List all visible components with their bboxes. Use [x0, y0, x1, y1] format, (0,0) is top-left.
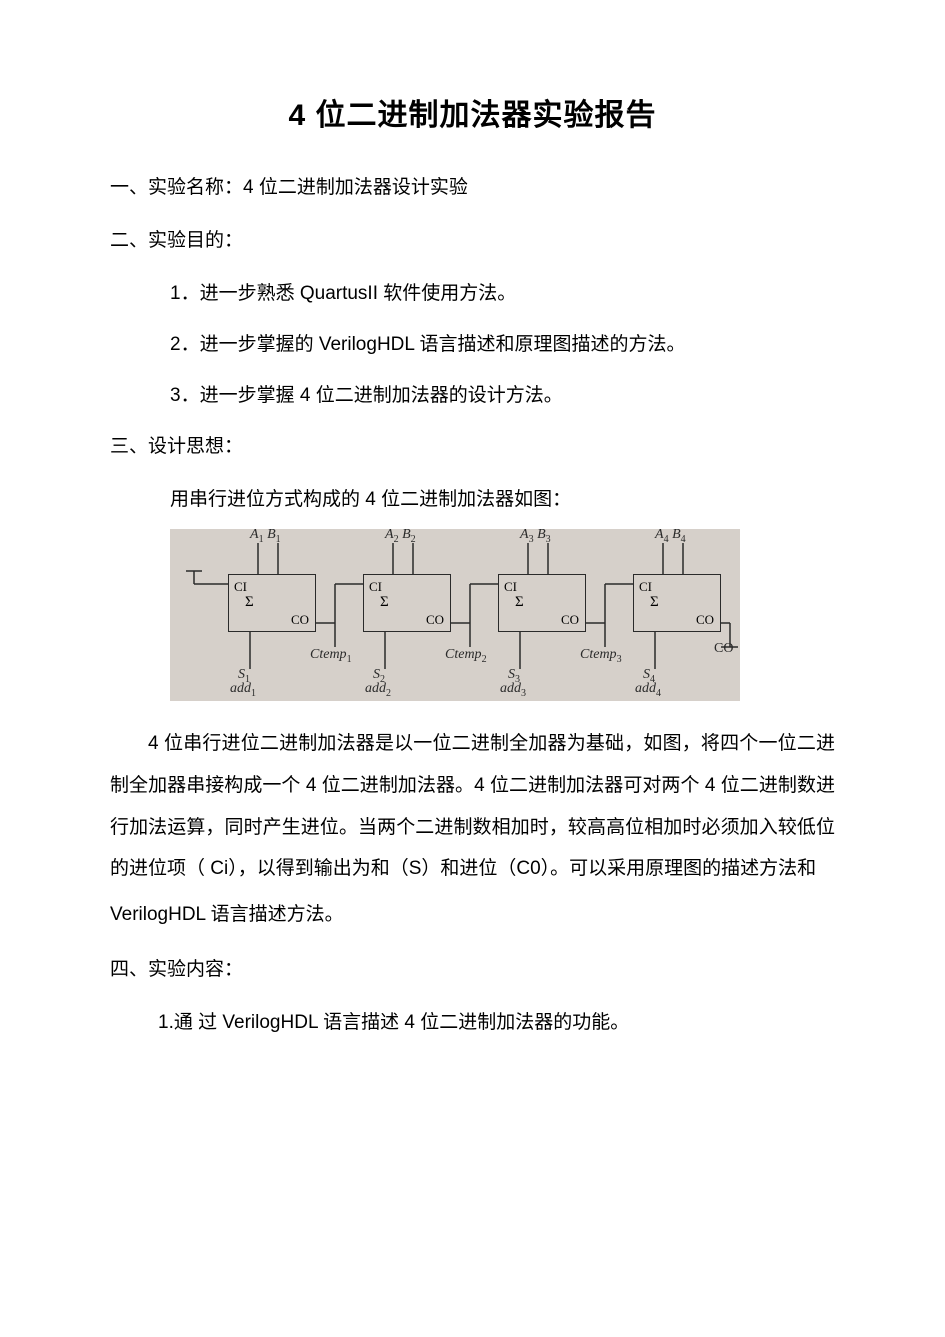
adder-box-3: CI Σ CO	[498, 574, 586, 632]
box1-co: CO	[291, 612, 309, 628]
box4-ci: CI	[639, 579, 652, 595]
box3-ci: CI	[504, 579, 517, 595]
box2-ci: CI	[369, 579, 382, 595]
page-title: 4 位二进制加法器实验报告	[110, 90, 835, 134]
box4-sigma: Σ	[650, 594, 659, 611]
box2-co: CO	[426, 612, 444, 628]
section4-heading: 四、实验内容：	[110, 954, 835, 981]
in-a1: A1 B1	[250, 527, 281, 545]
in-a3: A3 B3	[520, 527, 551, 545]
adder-diagram: CI Σ CO CI Σ CO CI Σ CO CI Σ CO A1 B1 A2…	[170, 529, 740, 701]
section3-body2: VerilogHDL 语言描述方法。	[110, 894, 835, 936]
box1-sigma: Σ	[245, 594, 254, 611]
add3: add3	[500, 681, 526, 699]
box2-sigma: Σ	[380, 594, 389, 611]
section2-item-1: 1．进一步熟悉 QuartusII 软件使用方法。	[170, 278, 835, 305]
section1-heading: 一、实验名称：4 位二进制加法器设计实验	[110, 172, 835, 199]
add4: add4	[635, 681, 661, 699]
adder-box-1: CI Σ CO	[228, 574, 316, 632]
section2-item-3: 3．进一步掌握 4 位二进制加法器的设计方法。	[170, 380, 835, 407]
section2-heading: 二、实验目的：	[110, 225, 835, 252]
add1: add1	[230, 681, 256, 699]
box1-ci: CI	[234, 579, 247, 595]
ctemp2: Ctemp2	[445, 647, 487, 665]
adder-box-4: CI Σ CO	[633, 574, 721, 632]
section2-item-2: 2．进一步掌握的 VerilogHDL 语言描述和原理图描述的方法。	[170, 329, 835, 356]
box4-co: CO	[696, 612, 714, 628]
diagram-intro-text: 用串行进位方式构成的 4 位二进制加法器如图：	[170, 484, 835, 511]
section3-heading: 三、设计思想：	[110, 431, 835, 458]
box3-sigma: Σ	[515, 594, 524, 611]
ctemp1: Ctemp1	[310, 647, 352, 665]
section4-item-1: 1.通 过 VerilogHDL 语言描述 4 位二进制加法器的功能。	[158, 1007, 835, 1034]
box3-co: CO	[561, 612, 579, 628]
add2: add2	[365, 681, 391, 699]
co-out: CO	[714, 641, 733, 657]
section3-body: 4 位串行进位二进制加法器是以一位二进制全加器为基础，如图，将四个一位二进制全加…	[110, 723, 835, 890]
ctemp3: Ctemp3	[580, 647, 622, 665]
in-a2: A2 B2	[385, 527, 416, 545]
in-a4: A4 B4	[655, 527, 686, 545]
adder-box-2: CI Σ CO	[363, 574, 451, 632]
